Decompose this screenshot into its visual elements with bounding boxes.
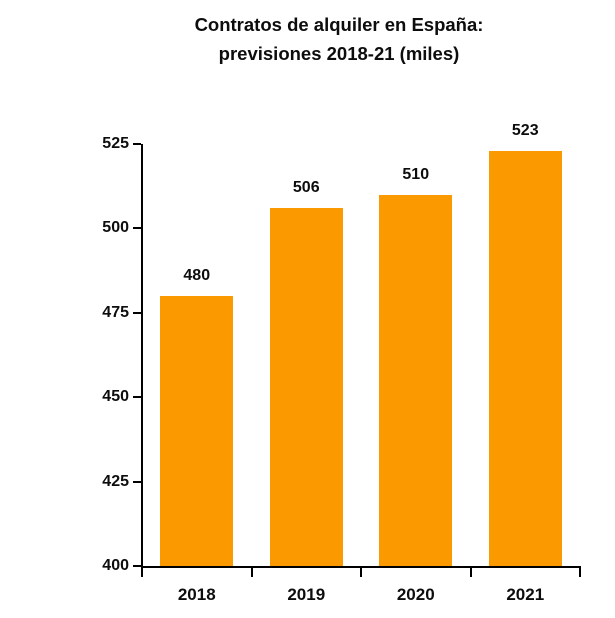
chart-title-line-2: previsiones 2018-21 (miles) [218,43,460,64]
y-axis-tick-label-475: 475 [102,303,129,321]
y-axis-tick-label-425: 425 [102,472,129,490]
bar-2020 [379,194,453,566]
x-axis-category-label-2021: 2021 [506,585,545,604]
x-axis-tick-2 [360,567,362,577]
y-axis-tick-400 [133,565,141,567]
x-axis-category-label-2019: 2019 [287,585,326,604]
y-axis-tick-475 [133,311,141,314]
bar-value-label-2018: 480 [183,266,211,284]
y-axis-tick-525 [133,143,141,145]
chart-title-line-1: Contratos de alquiler en España: [194,14,484,35]
x-axis-category-label-2020: 2020 [396,585,435,604]
y-axis-tick-425 [133,480,141,483]
x-axis-tick-1 [250,567,253,577]
y-axis-tick-label-500: 500 [102,219,129,237]
bar-2021 [488,150,562,566]
y-axis-tick-label-400: 400 [102,557,129,574]
y-axis-tick-label-450: 450 [102,388,129,406]
y-axis-tick-450 [133,396,141,399]
y-axis-tick-label-525: 525 [102,135,129,152]
x-axis-tick-3 [469,567,472,577]
bar-2018 [160,295,234,566]
x-axis-tick-0 [141,567,143,577]
bar-value-label-2021: 523 [511,121,539,139]
chart-title: Contratos de alquiler en España: previsi… [63,10,615,68]
x-axis-tick-4 [579,567,581,577]
bar-2019 [269,208,343,566]
y-axis-line [141,144,143,568]
bar-value-label-2019: 506 [292,179,320,197]
bar-value-label-2020: 510 [402,165,430,183]
x-axis-category-label-2018: 2018 [177,585,216,604]
y-axis-tick-500 [133,227,141,230]
